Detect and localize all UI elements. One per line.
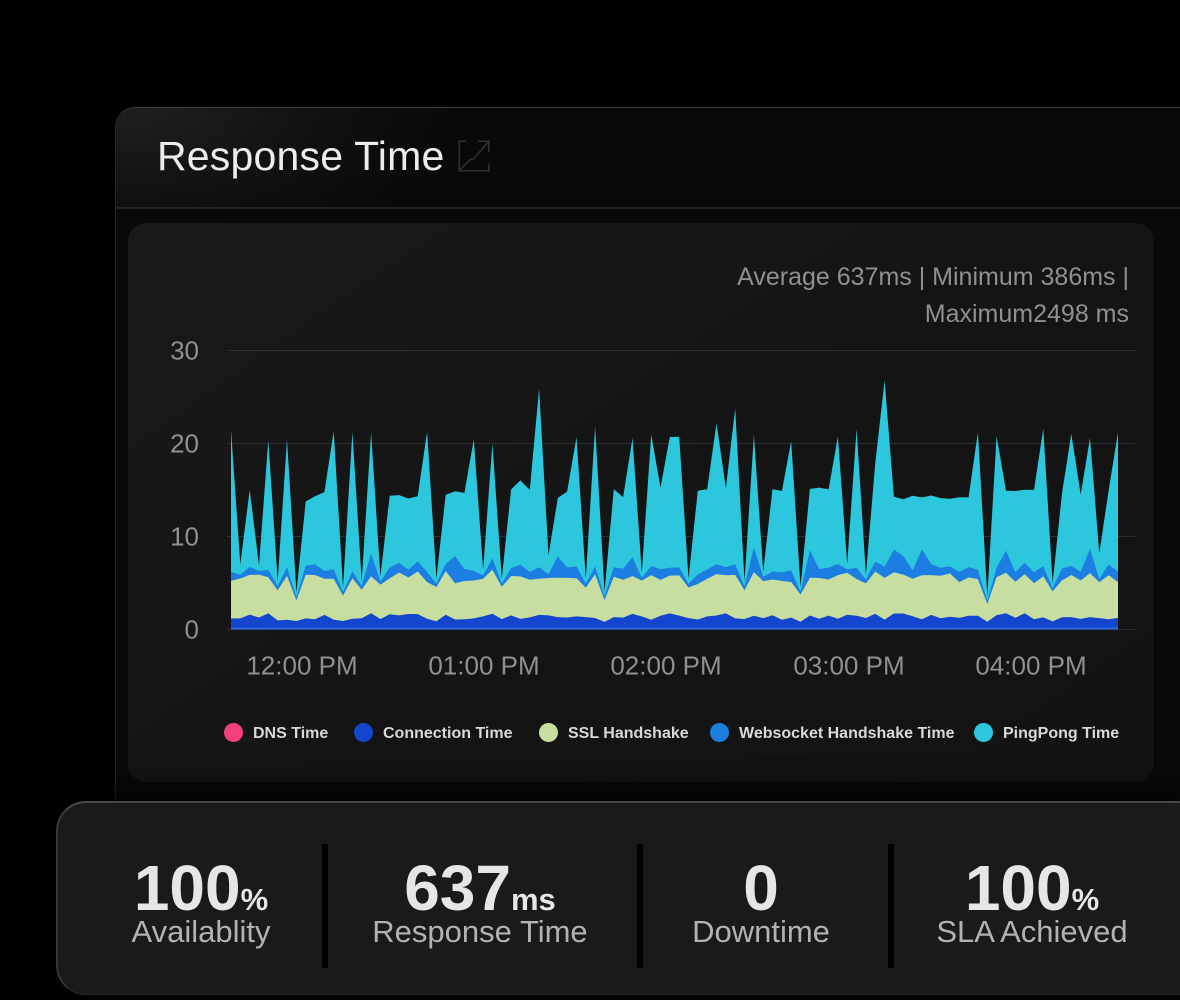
svg-text:30: 30 [170,336,199,366]
svg-text:02:00 PM: 02:00 PM [610,651,721,681]
svg-text:20: 20 [170,429,199,459]
svg-text:12:00 PM: 12:00 PM [246,651,357,681]
svg-text:0: 0 [185,615,199,645]
svg-text:01:00 PM: 01:00 PM [428,651,539,681]
svg-text:03:00 PM: 03:00 PM [793,651,904,681]
svg-text:10: 10 [170,522,199,552]
svg-text:04:00 PM: 04:00 PM [975,651,1086,681]
